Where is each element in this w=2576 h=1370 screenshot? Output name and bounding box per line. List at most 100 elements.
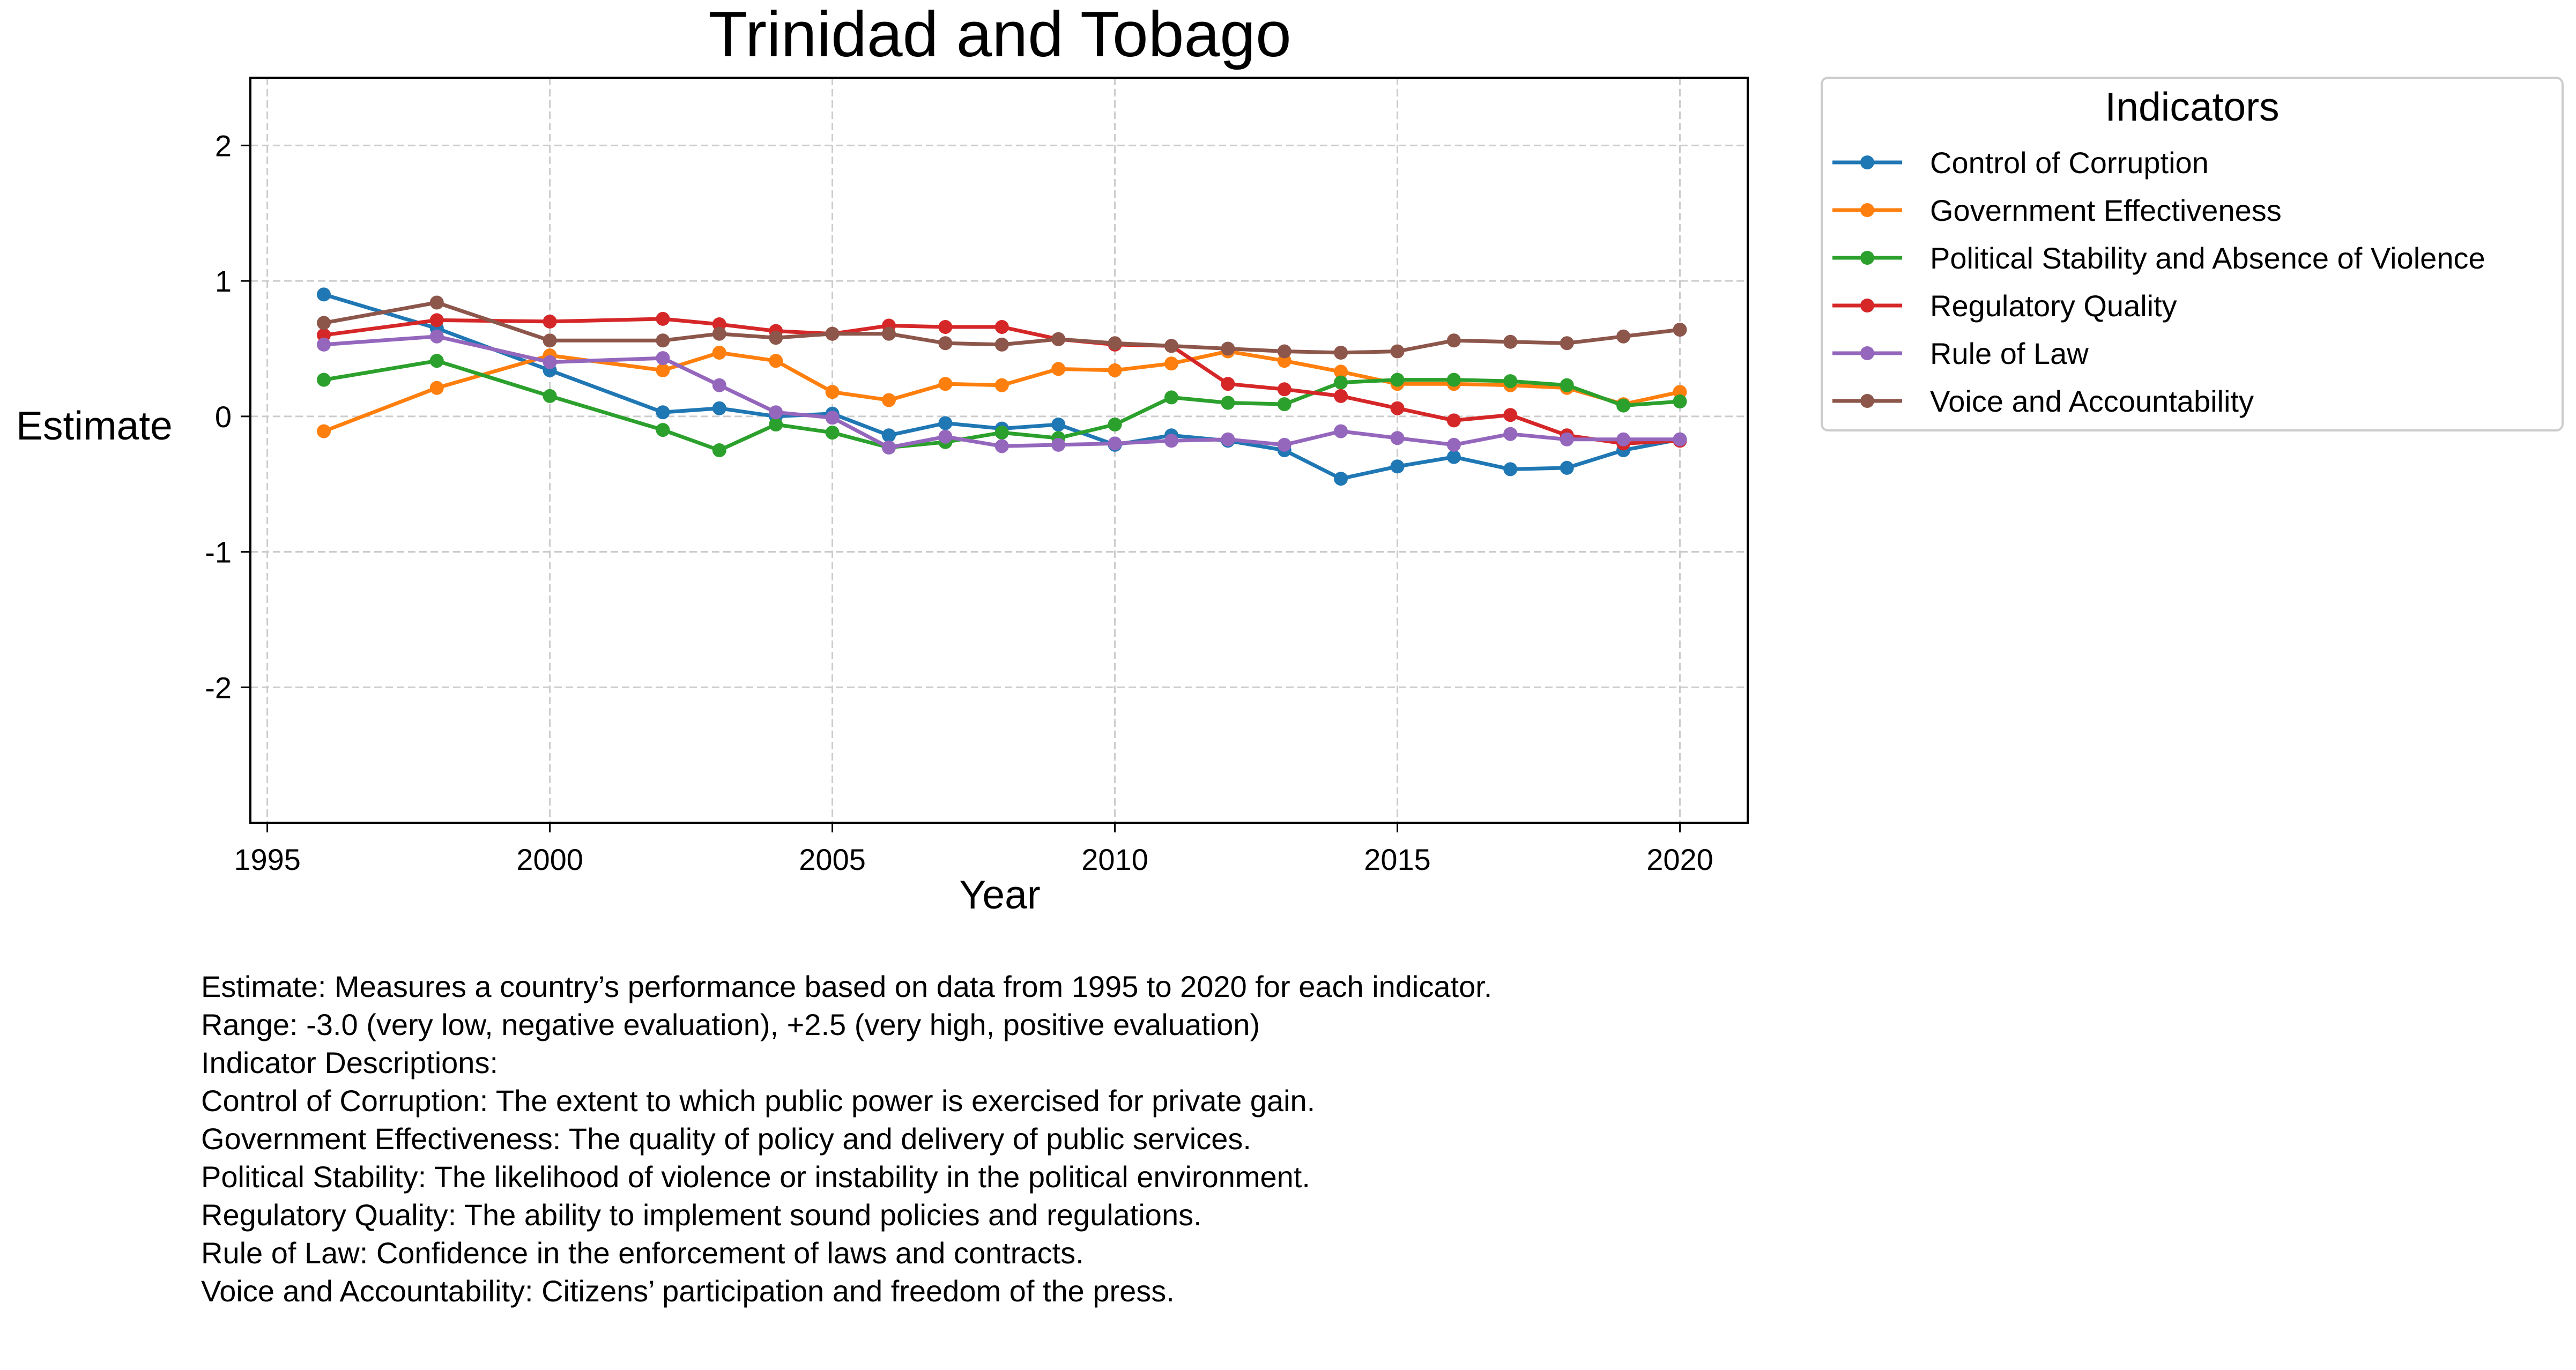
- x-tick-label: 2015: [1364, 843, 1431, 876]
- data-point: [938, 429, 953, 444]
- series-line: [323, 359, 1680, 452]
- description-line: Voice and Accountability: Citizens’ part…: [201, 1274, 1175, 1308]
- data-point: [1446, 333, 1461, 348]
- data-point: [1390, 344, 1405, 359]
- data-point: [1503, 374, 1518, 389]
- data-point: [317, 337, 331, 352]
- data-point: [656, 333, 670, 348]
- data-point: [994, 320, 1009, 334]
- data-point: [1673, 323, 1687, 337]
- data-point: [1221, 341, 1235, 356]
- data-point: [1503, 334, 1518, 349]
- data-point: [1108, 363, 1122, 377]
- data-point: [712, 443, 726, 457]
- data-point: [1390, 373, 1405, 387]
- data-point: [882, 393, 896, 407]
- data-point: [1390, 431, 1405, 445]
- data-point: [1446, 373, 1461, 387]
- data-point: [1503, 427, 1518, 441]
- data-point: [1277, 382, 1291, 397]
- legend-marker: [1860, 346, 1874, 360]
- description-line: Range: -3.0 (very low, negative evaluati…: [201, 1008, 1260, 1041]
- series-line: [323, 349, 1681, 433]
- data-point: [1334, 424, 1348, 438]
- data-point: [429, 381, 444, 395]
- data-point: [1446, 413, 1461, 428]
- data-point: [1164, 356, 1178, 371]
- data-point: [938, 416, 953, 430]
- data-point: [1334, 346, 1348, 360]
- data-point: [1164, 339, 1178, 353]
- legend-item: Political Stability and Absence of Viole…: [1832, 241, 2485, 275]
- x-tick-label: 2010: [1081, 843, 1148, 876]
- description-line: Control of Corruption: The extent to whi…: [201, 1084, 1316, 1118]
- y-axis-label: Estimate: [16, 403, 173, 448]
- data-point: [1277, 437, 1291, 452]
- data-point: [712, 401, 726, 415]
- data-point: [1616, 432, 1631, 446]
- y-tick-label: 1: [215, 264, 232, 298]
- data-point: [1673, 432, 1687, 446]
- data-point: [825, 326, 840, 341]
- data-point: [825, 411, 840, 425]
- y-tick-label: -1: [205, 535, 232, 569]
- data-point: [1277, 397, 1291, 412]
- data-point: [429, 295, 444, 310]
- data-point: [769, 331, 783, 345]
- description-line: Estimate: Measures a country’s performan…: [201, 970, 1493, 1003]
- indicator-description-block: Estimate: Measures a country’s performan…: [201, 967, 1492, 1310]
- legend-marker: [1860, 203, 1874, 217]
- data-point: [994, 378, 1009, 392]
- data-point: [1616, 398, 1631, 413]
- data-point: [1390, 459, 1405, 474]
- data-point: [317, 424, 331, 438]
- data-point: [994, 439, 1009, 453]
- data-point: [429, 313, 444, 327]
- legend-frame: [1821, 77, 2564, 431]
- legend-label: Regulatory Quality: [1930, 289, 2177, 323]
- data-point: [938, 377, 953, 391]
- series-group: [317, 354, 1687, 457]
- data-point: [825, 385, 840, 399]
- data-point: [317, 373, 331, 387]
- data-point: [1277, 344, 1291, 359]
- legend-marker: [1860, 394, 1874, 408]
- series-line: [323, 301, 1680, 355]
- data-point: [1221, 432, 1235, 446]
- data-point: [429, 354, 444, 368]
- data-point: [938, 320, 953, 334]
- data-point: [656, 311, 670, 326]
- x-tick-label: 2020: [1646, 843, 1713, 876]
- data-point: [712, 378, 726, 392]
- grid-lines: [250, 78, 1748, 823]
- data-point: [1560, 336, 1574, 351]
- data-point: [825, 426, 840, 440]
- data-point: [994, 337, 1009, 352]
- axis-ticks: 1995 2000 2005 2010 2015 2020 2 1 0 -1 -2: [205, 129, 1713, 876]
- data-point: [1334, 389, 1348, 403]
- description-line: Regulatory Quality: The ability to imple…: [201, 1198, 1202, 1232]
- series-lines: [317, 287, 1687, 486]
- data-point: [543, 355, 557, 369]
- data-point: [882, 326, 896, 341]
- data-point: [1560, 460, 1574, 475]
- data-point: [543, 314, 557, 329]
- legend: Indicators Control of Corruption Governme…: [1821, 77, 2564, 431]
- data-point: [1560, 432, 1574, 446]
- data-point: [1560, 378, 1574, 392]
- data-point: [656, 405, 670, 420]
- data-point: [656, 423, 670, 437]
- plot-area-frame: [249, 77, 1749, 824]
- data-point: [994, 426, 1009, 440]
- data-point: [1221, 377, 1235, 391]
- data-point: [656, 351, 670, 366]
- y-tick-label: 0: [215, 400, 232, 434]
- legend-marker: [1860, 155, 1874, 169]
- data-point: [1334, 364, 1348, 379]
- description-line: Political Stability: The likelihood of v…: [201, 1160, 1310, 1194]
- legend-item: Control of Corruption: [1832, 146, 2209, 180]
- data-point: [317, 287, 331, 302]
- data-point: [938, 336, 953, 351]
- legend-title: Indicators: [2105, 84, 2279, 129]
